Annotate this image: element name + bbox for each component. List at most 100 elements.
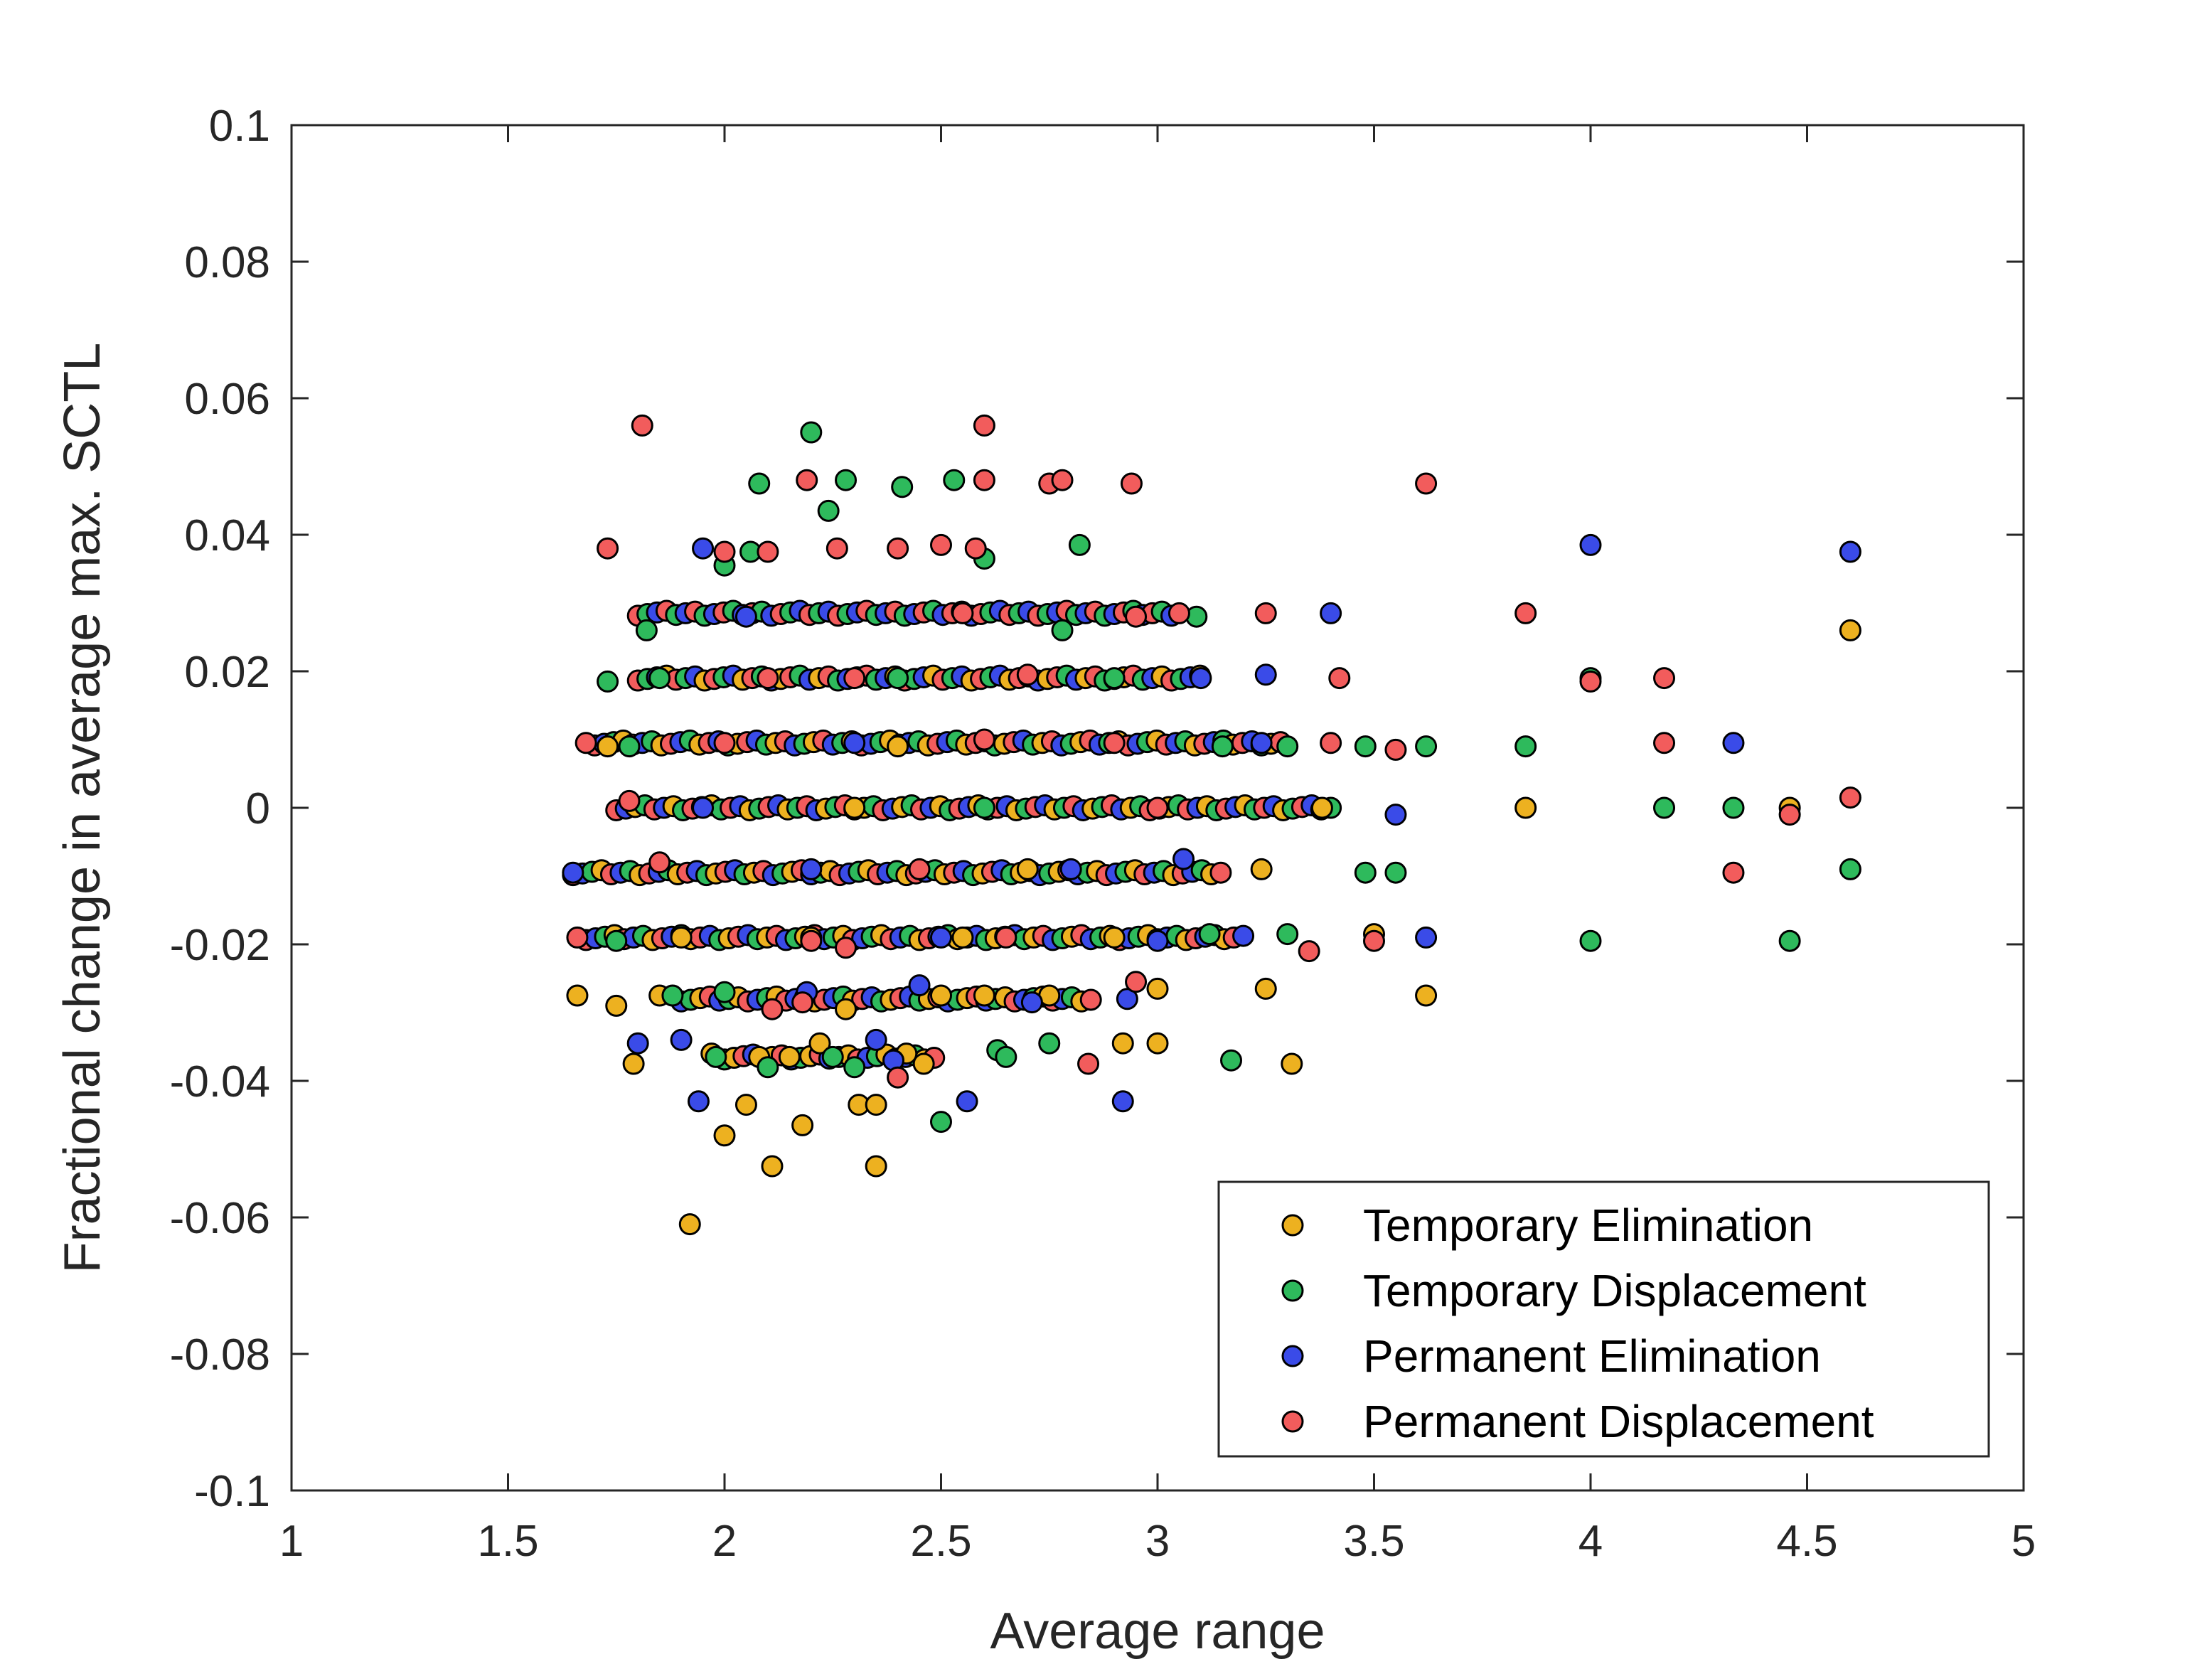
data-point [1120,472,1143,495]
data-point [1220,1049,1243,1072]
data-point [1276,923,1299,946]
data-point [843,796,866,819]
data-point [713,732,736,754]
data-point [887,1066,909,1089]
data-point [618,735,641,758]
y-tick-label: 0 [246,784,270,833]
data-markers [562,414,1861,1236]
data-point [1103,926,1126,949]
data-point [1125,605,1148,628]
data-point [1722,861,1745,884]
data-point [1172,848,1195,870]
data-point [1653,796,1676,819]
data-point [964,537,987,560]
data-point [1146,1032,1169,1055]
data-point [995,1045,1017,1068]
y-tick-label: -0.06 [170,1194,270,1243]
data-point [1653,732,1676,754]
data-point [687,1090,710,1113]
data-point [1051,619,1074,641]
data-point [661,984,684,1007]
y-tick-label: 0.1 [209,102,270,151]
data-point [1146,929,1169,952]
data-point [597,670,619,693]
data-point [1146,796,1169,819]
data-point [757,540,779,563]
data-point [908,974,931,997]
data-point [1111,1032,1134,1055]
data-point [956,1090,978,1113]
data-point [713,981,736,1003]
data-point [566,984,589,1007]
x-tick-label: 3 [1145,1517,1170,1566]
data-point [575,732,597,754]
legend-label: Permanent Displacement [1363,1396,1874,1447]
data-point [1116,988,1138,1010]
data-point [817,499,840,522]
data-point [887,537,909,560]
data-point [670,1028,693,1051]
data-point [835,937,857,959]
data-point [835,998,857,1020]
data-point [1778,929,1801,952]
data-point [930,533,952,556]
data-point [1354,861,1377,884]
data-point [1415,926,1438,949]
data-point [622,1052,645,1075]
data-point [1125,971,1148,993]
x-tick-label: 5 [2011,1517,2036,1566]
data-point [1254,977,1277,1000]
legend-marker [1281,1214,1304,1237]
data-point [1839,540,1861,563]
data-point [1077,1052,1100,1075]
data-point [1384,804,1407,826]
data-point [1211,735,1234,758]
data-point [761,1155,784,1178]
data-point [705,1045,727,1068]
data-point [1198,923,1221,946]
x-tick-label: 4 [1578,1517,1603,1566]
data-point [951,926,974,949]
data-point [692,796,715,819]
y-tick-label: -0.04 [170,1057,270,1106]
data-point [605,929,628,952]
data-point [887,735,909,758]
data-point [973,414,995,437]
data-point [930,1111,952,1133]
data-point [631,414,653,437]
x-tick-label: 2 [712,1517,737,1566]
data-point [648,667,671,690]
data-point [1310,796,1333,819]
data-point [930,984,952,1007]
data-point [692,537,715,560]
data-point [1059,858,1082,880]
data-point [1068,533,1091,556]
legend-label: Temporary Elimination [1363,1200,1813,1251]
data-point [1514,796,1537,819]
x-tick-label: 2.5 [910,1517,971,1566]
data-point [1514,602,1537,624]
y-tick-label: 0.06 [184,375,270,424]
data-point [1146,977,1169,1000]
data-point [887,667,909,690]
data-point [1579,929,1602,952]
data-point [734,1094,757,1116]
band-point [1209,861,1232,884]
legend-marker [1281,1410,1304,1433]
data-point [800,929,823,952]
data-point [678,1213,701,1236]
data-point [800,858,823,880]
y-tick-label: -0.08 [170,1330,270,1380]
data-point [626,1032,649,1055]
data-point [865,1094,887,1116]
data-point [670,926,693,949]
data-point [1415,735,1438,758]
data-point [843,1056,866,1079]
data-point [865,1028,887,1051]
data-point [912,1052,935,1075]
data-point [734,605,757,628]
legend-marker [1281,1345,1304,1367]
data-point [865,1155,887,1178]
data-point [821,1045,844,1068]
legend-marker [1281,1279,1304,1302]
